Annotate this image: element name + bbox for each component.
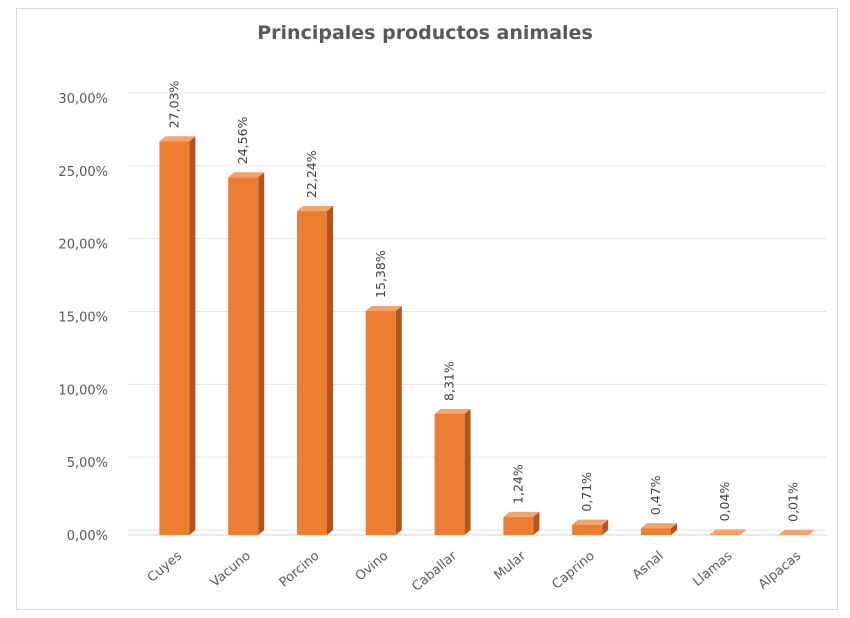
category-label: Ovino: [353, 549, 392, 585]
y-tick-label: 15,00%: [58, 311, 108, 326]
bar-side: [533, 511, 540, 535]
bar: [159, 136, 196, 535]
data-labels: 27,03% 24,56% 22,24% 15,38% 8,31% 1,24% 0,71% 0…: [166, 80, 800, 521]
bar-side: [739, 529, 746, 535]
data-label: 24,56%: [235, 116, 250, 164]
data-label: 1,24%: [510, 464, 525, 504]
bar-front: [228, 177, 259, 535]
data-label: 27,03%: [166, 80, 181, 128]
bar-top: [572, 519, 609, 525]
y-tick-label: 25,00%: [58, 165, 108, 180]
bar-top: [778, 529, 815, 535]
bar-front: [503, 516, 534, 535]
bar-top: [365, 305, 402, 311]
bar-side: [464, 408, 471, 535]
bar: [297, 206, 333, 535]
category-label: Porcino: [277, 549, 323, 591]
category-label: Asnal: [630, 549, 667, 583]
bar: [365, 305, 402, 535]
bar-side: [808, 529, 815, 535]
data-label: 0,01%: [786, 482, 801, 522]
bar-side: [258, 172, 265, 535]
y-tick-label: 20,00%: [58, 238, 108, 253]
y-tick-label: 0,00%: [67, 529, 108, 544]
bar: [228, 172, 265, 535]
y-tick-label: 5,00%: [67, 456, 108, 471]
bar-top: [228, 172, 265, 178]
x-axis-categories: Cuyes Vacuno Porcino Ovino Caballar Mular Capr…: [145, 548, 804, 594]
bar-front: [572, 524, 603, 535]
chart-frame: [16, 8, 838, 610]
chart-title: Principales productos animales: [257, 22, 593, 44]
bar-front: [709, 534, 740, 535]
category-label: Mular: [491, 548, 529, 583]
data-label: 8,31%: [442, 361, 457, 401]
bars: [159, 136, 815, 535]
data-label: 0,04%: [717, 482, 732, 522]
category-label: Caballar: [409, 548, 460, 594]
bar-top: [709, 529, 746, 535]
bar: [709, 529, 746, 535]
bar: [572, 519, 609, 535]
data-label: 0,71%: [579, 472, 594, 512]
bar-top: [641, 523, 677, 529]
bar-top: [434, 408, 471, 414]
bar-front: [297, 211, 327, 535]
bar: [434, 408, 471, 535]
bar-top: [297, 206, 333, 212]
bar-side: [395, 305, 402, 535]
bar-side: [602, 519, 609, 535]
bar-side: [671, 523, 677, 535]
bar-side: [327, 206, 333, 535]
y-axis-ticks: 0,00% 5,00% 10,00% 15,00% 20,00% 25,00% 30,00%: [58, 92, 108, 544]
bar-front: [641, 528, 671, 535]
bar: [503, 511, 540, 535]
category-label: Vacuno: [208, 549, 254, 591]
bar-front: [159, 141, 190, 535]
bar: [641, 523, 677, 535]
category-label: Cuyes: [145, 548, 185, 585]
data-label: 0,47%: [648, 475, 663, 515]
y-tick-label: 30,00%: [58, 92, 108, 107]
bar-front: [434, 413, 465, 535]
category-label: Alpacas: [756, 548, 805, 592]
bar-front: [365, 310, 396, 535]
data-label: 15,38%: [373, 250, 388, 298]
category-label: Caprino: [549, 549, 597, 593]
bar: [778, 529, 815, 535]
bar-top: [503, 511, 540, 517]
y-tick-label: 10,00%: [58, 383, 108, 398]
data-label: 22,24%: [304, 150, 319, 198]
bar-top: [159, 136, 196, 142]
bar-side: [189, 136, 196, 535]
category-label: Llamas: [690, 548, 735, 589]
